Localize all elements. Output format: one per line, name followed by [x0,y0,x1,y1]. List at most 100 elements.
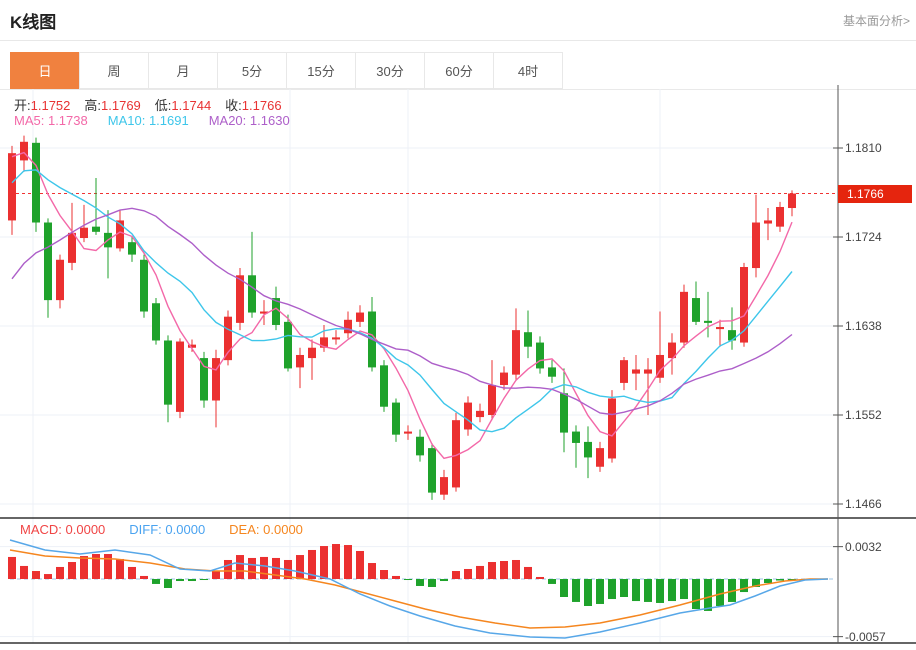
macd-bar [632,579,640,602]
macd-bar [224,559,232,579]
candle-body [416,436,424,456]
candle-body [716,327,724,330]
candle-body [500,372,508,385]
macd-bar [620,579,628,597]
tab-4时[interactable]: 4时 [493,52,563,89]
ma5-value: 1.1738 [47,113,88,128]
macd-bar [584,579,592,606]
candle-body [152,303,160,341]
candle-body [452,420,460,488]
macd-item: MACD: 0.0000 [20,522,106,537]
macd-bar [776,579,784,581]
macd-bar [716,579,724,606]
candle-body [44,222,52,301]
macd-bar [344,545,352,579]
candle-body [608,398,616,459]
close-item: 收:1.1766 [225,98,282,113]
dea-value: 0.0000 [263,522,303,537]
macd-bar [476,565,484,579]
price-tick-label: 1.1724 [845,230,882,244]
macd-bar [128,566,136,579]
macd-bar [572,579,580,602]
macd-bar [752,579,760,587]
candle-body [32,142,40,223]
candle-body [140,259,148,312]
candle-body [20,141,28,161]
candle-body [248,275,256,313]
candle-body [560,393,568,433]
tab-5分[interactable]: 5分 [217,52,287,89]
candle-body [524,332,532,347]
high-value: 1.1769 [101,98,141,113]
page-title: K线图 [10,13,57,32]
close-value: 1.1766 [241,98,282,113]
macd-bar [548,579,556,584]
macd-bar [44,574,52,579]
macd-bar [656,579,664,603]
tab-15分[interactable]: 15分 [286,52,356,89]
header-divider [0,40,916,41]
candle-body [692,298,700,322]
macd-bar [176,579,184,582]
macd-bar [332,544,340,579]
ohlc-legend: 开:1.1752 高:1.1769 低:1.1744 收:1.1766 [14,95,296,114]
high-item: 高:1.1769 [84,98,141,113]
diff-line [9,539,829,639]
macd-bar [512,559,520,579]
macd-bar [500,561,508,579]
ma20-item: MA20: 1.1630 [208,113,290,128]
candle-body [92,226,100,232]
macd-bar [560,579,568,597]
macd-bar [764,579,772,584]
tab-30分[interactable]: 30分 [355,52,425,89]
low-value: 1.1744 [171,98,212,113]
ma10-value: 1.1691 [148,113,189,128]
candle-body [392,402,400,435]
ma20-value: 1.1630 [249,113,290,128]
tab-日[interactable]: 日 [10,52,80,89]
candle-body [272,298,280,325]
candle-body [128,242,136,255]
candle-body [668,342,676,359]
macd-bar [80,556,88,579]
tab-月[interactable]: 月 [148,52,218,89]
candle-body [548,367,556,377]
macd-bar [152,579,160,584]
macd-bar [728,579,736,602]
macd-bar [356,550,364,579]
candle-body [200,358,208,401]
candle-body [116,220,124,249]
candle-body [476,410,484,418]
candle-body [596,448,604,467]
candle-body [656,354,664,378]
macd-bar [464,568,472,579]
dea-item: DEA: 0.0000 [229,522,303,537]
tabbar-bottom-border [0,89,916,90]
macd-bar [8,556,16,579]
candle-body [8,153,16,221]
candle-body [440,477,448,495]
candle-body [344,319,352,334]
tab-周[interactable]: 周 [79,52,149,89]
candle-body [704,320,712,323]
macd-bar [164,579,172,588]
macd-bar [416,579,424,586]
candle-body [320,337,328,348]
macd-tick-label: 0.0032 [845,539,882,554]
candle-body [620,360,628,383]
macd-bar [680,579,688,600]
ma5-line [11,151,793,460]
macd-bar [140,575,148,579]
macd-bar [212,571,220,579]
tab-60分[interactable]: 60分 [424,52,494,89]
dea-line [9,549,828,629]
candle-body [296,354,304,368]
macd-bar [308,549,316,579]
macd-bar [368,563,376,579]
macd-bar [404,579,412,581]
fundamental-analysis-link[interactable]: 基本面分析> [842,14,910,28]
candle-body [236,275,244,323]
candle-body [212,358,220,401]
